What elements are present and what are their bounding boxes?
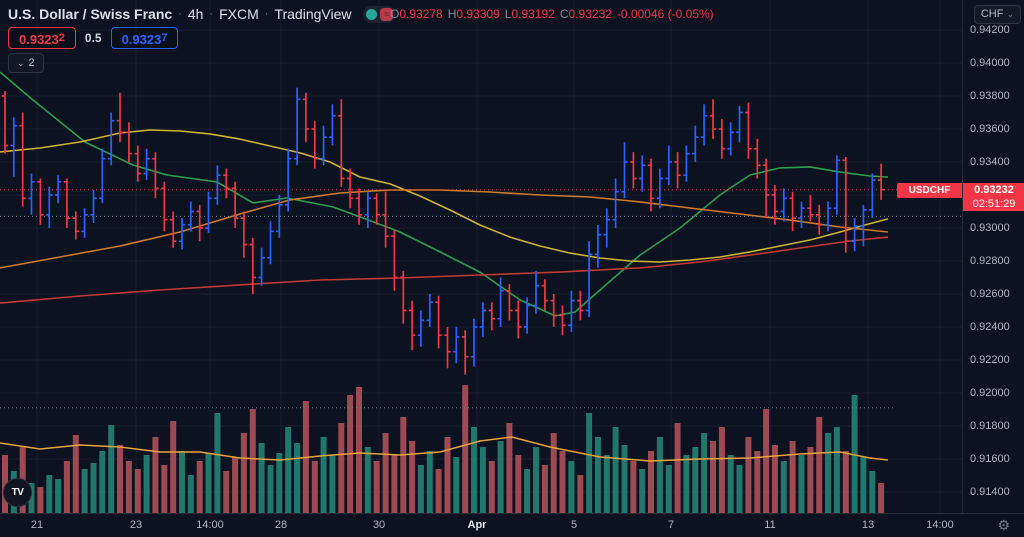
current-price-label: 0.93232 02:51:29	[963, 183, 1024, 211]
close-label: C	[559, 7, 569, 21]
time-scale[interactable]: 21 23 14:00 28 30 Apr 5 7 11 13 14:00 ⚙	[0, 513, 1024, 537]
time-tick-label: 23	[129, 519, 143, 531]
price-tick-label: 0.93800	[970, 90, 1010, 102]
symbol-title[interactable]: U.S. Dollar / Swiss Franc	[8, 6, 173, 22]
sell-button[interactable]: 0.93232	[8, 27, 76, 49]
sell-price-pip: 2	[58, 32, 65, 44]
series-visibility-toggle[interactable]: ≈	[363, 5, 397, 23]
price-tick-label: 0.93400	[970, 156, 1010, 168]
price-tick-label: 0.92600	[970, 288, 1010, 300]
price-tick-label: 0.92000	[970, 387, 1010, 399]
sell-price: 0.9323	[19, 32, 59, 47]
high-label: H	[447, 7, 457, 21]
separator-dot: ·	[178, 8, 182, 20]
teal-dot-icon	[366, 8, 378, 20]
current-price-value: 0.93232	[974, 184, 1014, 196]
chevron-down-icon: ⌄	[1006, 9, 1014, 19]
low-label: L	[504, 7, 512, 21]
time-tick-label: 30	[372, 519, 386, 531]
time-tick-label: 13	[861, 519, 875, 531]
ohlc-readout: O0.93278 H0.93309 L0.93192 C0.93232 -0.0…	[390, 7, 714, 21]
tradingview-logo[interactable]: TV	[3, 478, 32, 507]
time-tick-label: 7	[667, 519, 675, 531]
buy-price-pip: 7	[161, 32, 168, 44]
spread-label: 0.5	[84, 31, 102, 45]
price-tick-label: 0.92200	[970, 354, 1010, 366]
symbol-title-row: U.S. Dollar / Swiss Franc · 4h · FXCM · …	[8, 5, 397, 23]
chart-canvas[interactable]	[0, 0, 962, 513]
separator-dot: ·	[264, 8, 269, 20]
time-tick-label: 14:00	[196, 519, 224, 531]
price-tick-label: 0.94200	[970, 24, 1010, 36]
high-value: 0.93309	[456, 7, 500, 21]
time-tick-label: 21	[30, 519, 44, 531]
change-value: -0.00046 (-0.05%)	[616, 7, 714, 21]
indicators-count: 2	[28, 57, 35, 69]
open-label: O	[390, 7, 400, 21]
time-tick-label: 14:00	[926, 519, 954, 531]
low-value: 0.93192	[511, 7, 555, 21]
bar-countdown: 02:51:29	[972, 198, 1016, 210]
time-tick-label: 11	[764, 519, 776, 531]
buy-button[interactable]: 0.93237	[110, 27, 179, 49]
close-value: 0.93232	[568, 7, 612, 21]
gear-icon[interactable]: ⚙	[997, 517, 1010, 533]
price-tick-label: 0.94000	[970, 57, 1010, 69]
separator-dot: ·	[209, 8, 214, 20]
trade-widget: 0.93232 0.5 0.93237	[8, 27, 179, 49]
price-tick-label: 0.91600	[970, 453, 1010, 465]
ticker-symbol: USDCHF	[908, 185, 951, 196]
chevron-down-icon: ⌄	[17, 58, 25, 68]
open-value: 0.93278	[399, 7, 443, 21]
time-tick-label: 28	[274, 519, 288, 531]
volume-indicator-icon: ≈	[380, 7, 394, 21]
ticker-price-badge: USDCHF	[897, 183, 962, 198]
collapsed-indicators-chip[interactable]: ⌄ 2	[8, 53, 44, 73]
price-scale[interactable]: CHF ⌄ 0.94200 0.94000 0.93800 0.93600 0.93400…	[962, 0, 1024, 513]
buy-price: 0.9323	[121, 32, 162, 47]
interval-label[interactable]: 4h	[187, 6, 204, 22]
price-tick-label: 0.93600	[970, 123, 1010, 135]
currency-label: CHF	[980, 8, 1004, 20]
attribution-label[interactable]: TradingView	[274, 6, 352, 22]
exchange-label[interactable]: FXCM	[219, 6, 259, 22]
price-tick-label: 0.93000	[970, 222, 1010, 234]
currency-selector[interactable]: CHF ⌄	[973, 5, 1021, 24]
time-tick-label: 5	[570, 519, 578, 531]
price-tick-label: 0.91400	[970, 486, 1010, 498]
price-tick-label: 0.91800	[970, 420, 1010, 432]
price-tick-label: 0.92400	[970, 321, 1010, 333]
time-tick-label: Apr	[467, 519, 487, 531]
price-tick-label: 0.92800	[970, 255, 1010, 267]
